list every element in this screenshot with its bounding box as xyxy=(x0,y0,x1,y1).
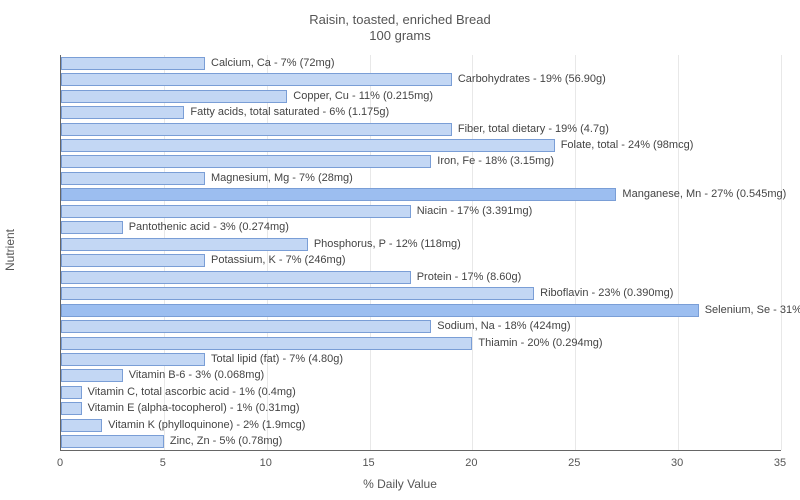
y-axis-label: Nutrient xyxy=(3,229,17,271)
bar-label: Thiamin - 20% (0.294mg) xyxy=(478,337,602,350)
x-tick-label: 30 xyxy=(671,457,683,469)
bar-label: Potassium, K - 7% (246mg) xyxy=(211,254,346,267)
bar xyxy=(61,221,123,234)
bar xyxy=(61,386,82,399)
gridline xyxy=(678,55,679,450)
bar xyxy=(61,139,555,152)
bar xyxy=(61,304,699,317)
chart-title-line2: 100 grams xyxy=(0,28,800,43)
bar-label: Vitamin K (phylloquinone) - 2% (1.9mcg) xyxy=(108,419,305,432)
bar-label: Fiber, total dietary - 19% (4.7g) xyxy=(458,123,609,136)
bar xyxy=(61,254,205,267)
bar xyxy=(61,188,616,201)
bar xyxy=(61,402,82,415)
bar xyxy=(61,369,123,382)
bar-label: Phosphorus, P - 12% (118mg) xyxy=(314,238,461,251)
bar xyxy=(61,271,411,284)
bar xyxy=(61,238,308,251)
bar-label: Protein - 17% (8.60g) xyxy=(417,271,522,284)
x-tick-label: 20 xyxy=(465,457,477,469)
bar-label: Selenium, Se - 31% (21.7mcg) xyxy=(705,304,800,317)
gridline xyxy=(472,55,473,450)
bar-label: Calcium, Ca - 7% (72mg) xyxy=(211,57,334,70)
bar xyxy=(61,172,205,185)
bar-label: Folate, total - 24% (98mcg) xyxy=(561,139,694,152)
x-tick-label: 25 xyxy=(568,457,580,469)
bar-label: Sodium, Na - 18% (424mg) xyxy=(437,320,570,333)
bar xyxy=(61,73,452,86)
bar xyxy=(61,320,431,333)
bar-label: Fatty acids, total saturated - 6% (1.175… xyxy=(190,106,389,119)
bar-label: Vitamin C, total ascorbic acid - 1% (0.4… xyxy=(88,386,296,399)
bar xyxy=(61,419,102,432)
gridline xyxy=(781,55,782,450)
bar xyxy=(61,57,205,70)
bar xyxy=(61,123,452,136)
x-axis-label: % Daily Value xyxy=(0,477,800,491)
bar xyxy=(61,287,534,300)
bar xyxy=(61,337,472,350)
bar xyxy=(61,205,411,218)
bar-label: Carbohydrates - 19% (56.90g) xyxy=(458,73,606,86)
bar xyxy=(61,155,431,168)
bar-label: Niacin - 17% (3.391mg) xyxy=(417,205,533,218)
bar xyxy=(61,435,164,448)
bar xyxy=(61,90,287,103)
nutrient-chart: Raisin, toasted, enriched Bread 100 gram… xyxy=(0,0,800,500)
bar-label: Manganese, Mn - 27% (0.545mg) xyxy=(622,188,786,201)
bar-label: Iron, Fe - 18% (3.15mg) xyxy=(437,155,554,168)
bar-label: Riboflavin - 23% (0.390mg) xyxy=(540,287,673,300)
gridline xyxy=(575,55,576,450)
bar xyxy=(61,106,184,119)
bar-label: Vitamin B-6 - 3% (0.068mg) xyxy=(129,369,265,382)
bar-label: Copper, Cu - 11% (0.215mg) xyxy=(293,90,433,103)
bar xyxy=(61,353,205,366)
bar-label: Magnesium, Mg - 7% (28mg) xyxy=(211,172,353,185)
bar-label: Pantothenic acid - 3% (0.274mg) xyxy=(129,221,289,234)
x-tick-label: 35 xyxy=(774,457,786,469)
x-tick-label: 5 xyxy=(160,457,166,469)
bar-label: Zinc, Zn - 5% (0.78mg) xyxy=(170,435,282,448)
x-tick-label: 10 xyxy=(260,457,272,469)
plot-area: Calcium, Ca - 7% (72mg) Carbohydrates - 1… xyxy=(60,55,781,451)
chart-title-line1: Raisin, toasted, enriched Bread xyxy=(0,12,800,27)
x-tick-label: 0 xyxy=(57,457,63,469)
x-tick-label: 15 xyxy=(362,457,374,469)
bar-label: Total lipid (fat) - 7% (4.80g) xyxy=(211,353,343,366)
bar-label: Vitamin E (alpha-tocopherol) - 1% (0.31m… xyxy=(88,402,300,415)
